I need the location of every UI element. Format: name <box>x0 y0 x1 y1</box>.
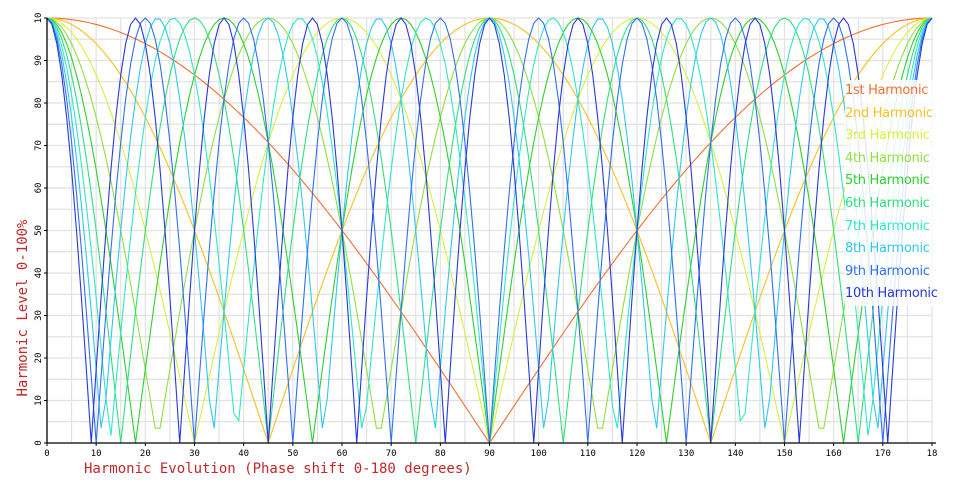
legend-item-9th: 9th Harmonic <box>845 263 930 279</box>
svg-text:80: 80 <box>34 98 44 109</box>
svg-text:120: 120 <box>629 449 645 459</box>
svg-text:170: 170 <box>875 449 891 459</box>
svg-text:50: 50 <box>287 449 298 459</box>
legend-item-8th: 8th Harmonic <box>845 241 930 257</box>
svg-text:18: 18 <box>927 449 938 459</box>
svg-text:150: 150 <box>776 449 792 459</box>
legend: 1st Harmonic 2nd Harmonic 3rd Harmonic 4… <box>845 80 938 306</box>
legend-item-2nd: 2nd Harmonic <box>845 105 933 121</box>
svg-text:30: 30 <box>34 310 44 321</box>
svg-text:10: 10 <box>91 449 102 459</box>
svg-text:60: 60 <box>34 183 44 194</box>
x-axis-label: Harmonic Evolution (Phase shift 0-180 de… <box>84 461 472 477</box>
svg-text:140: 140 <box>727 449 743 459</box>
svg-text:50: 50 <box>34 225 44 236</box>
y-axis-label: Harmonic Level 0-100% <box>15 219 31 397</box>
svg-text:70: 70 <box>386 449 397 459</box>
svg-text:30: 30 <box>189 449 200 459</box>
curve-10th-harmonic <box>46 17 933 444</box>
svg-text:160: 160 <box>826 449 842 459</box>
svg-text:80: 80 <box>435 449 446 459</box>
svg-text:20: 20 <box>140 449 151 459</box>
svg-text:130: 130 <box>678 449 694 459</box>
legend-item-6th: 6th Harmonic <box>845 195 930 211</box>
legend-item-1st: 1st Harmonic <box>845 83 929 98</box>
svg-text:40: 40 <box>34 268 44 279</box>
svg-text:20: 20 <box>34 353 44 364</box>
grid-lines <box>47 17 933 443</box>
svg-text:70: 70 <box>34 140 44 151</box>
svg-text:90: 90 <box>34 55 44 66</box>
svg-text:10: 10 <box>34 395 44 406</box>
legend-item-7th: 7th Harmonic <box>845 218 930 234</box>
legend-item-5th: 5th Harmonic <box>845 173 930 189</box>
legend-item-3rd: 3rd Harmonic <box>845 128 930 144</box>
svg-text:0: 0 <box>34 440 44 445</box>
svg-text:90: 90 <box>484 449 495 459</box>
legend-item-10th: 10th Harmonic <box>845 286 938 302</box>
legend-item-4th: 4th Harmonic <box>845 150 930 166</box>
svg-text:40: 40 <box>238 449 249 459</box>
svg-text:60: 60 <box>337 449 348 459</box>
svg-text:110: 110 <box>580 449 596 459</box>
svg-text:10: 10 <box>34 13 44 24</box>
svg-text:100: 100 <box>531 449 547 459</box>
svg-text:0: 0 <box>44 449 49 459</box>
axes: 0 10 20 30 40 50 60 70 80 90 100 110 120 130 140 150 160… <box>34 13 937 459</box>
